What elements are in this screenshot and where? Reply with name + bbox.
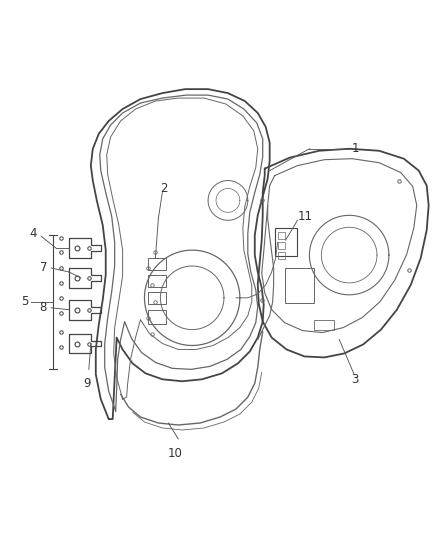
Text: 5: 5: [21, 295, 28, 308]
Text: 1: 1: [352, 142, 360, 155]
Text: 10: 10: [168, 447, 183, 460]
Text: 9: 9: [83, 377, 91, 390]
Text: 4: 4: [30, 227, 37, 240]
Text: 3: 3: [351, 373, 359, 386]
Text: 11: 11: [297, 210, 312, 223]
Text: 8: 8: [40, 301, 47, 314]
Text: 2: 2: [160, 182, 168, 195]
Text: 7: 7: [39, 262, 47, 274]
